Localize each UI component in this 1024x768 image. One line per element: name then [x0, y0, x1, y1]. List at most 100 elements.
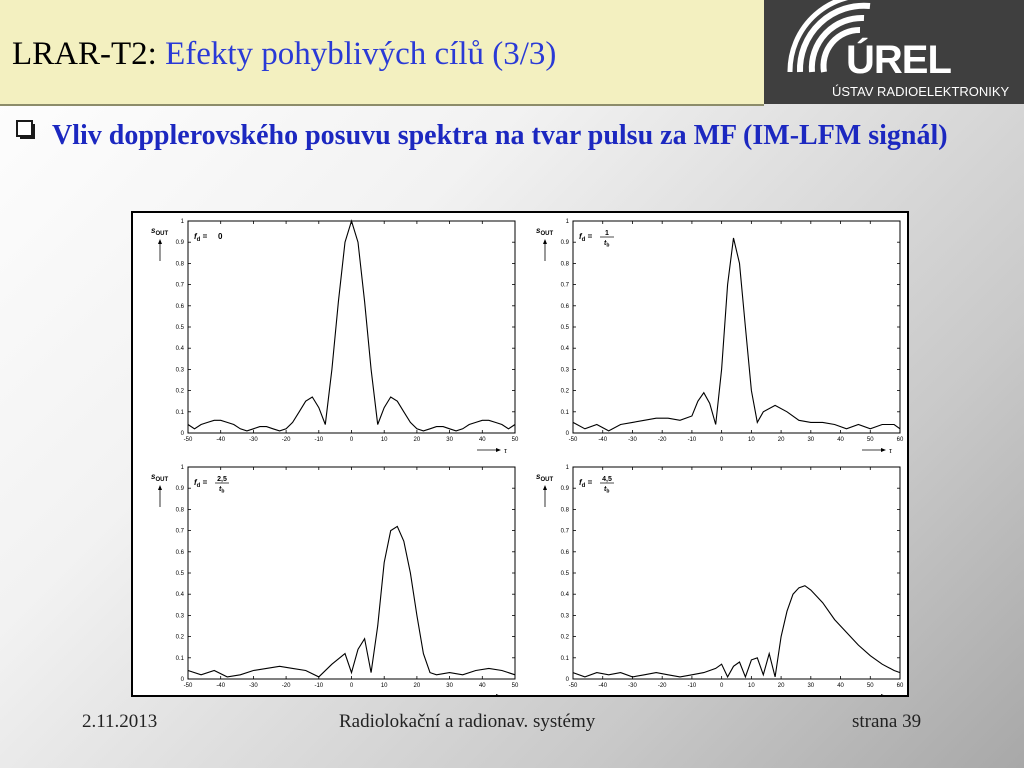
logo-arcs-icon: [787, 0, 871, 73]
x-tick-label: 0: [720, 437, 724, 443]
x-tick-label: 50: [512, 437, 519, 443]
y-axis-arrowhead: [158, 485, 162, 490]
x-tick-label: -40: [216, 683, 225, 689]
y-tick-label: 0.5: [561, 571, 570, 577]
y-axis-label: sOUT: [151, 226, 168, 237]
y-tick-label: 0.1: [176, 410, 185, 416]
x-tick-label: 20: [778, 683, 785, 689]
x-tick-label: 20: [414, 437, 421, 443]
footer-date: 2.11.2013: [82, 711, 158, 732]
x-tick-label: -50: [569, 683, 578, 689]
y-tick-label: 0.6: [561, 550, 570, 556]
x-tick-label: -10: [688, 683, 697, 689]
y-axis-label: sOUT: [536, 226, 553, 237]
y-tick-label: 0.3: [176, 367, 185, 373]
x-tick-label: -40: [598, 683, 607, 689]
x-axis-label: τ: [889, 446, 893, 455]
x-tick-label: -20: [658, 683, 667, 689]
fd-annotation: fd =: [579, 232, 593, 243]
x-tick-label: 50: [867, 683, 874, 689]
chart-2: 0 0.1 0.2 0.3 0.4 0.5 0.6 0.7 0.8 0.9 1 -50 -40 -30 -2…: [536, 219, 904, 455]
footer-course: Radiolokační a radionav. systémy: [339, 711, 596, 732]
urel-logo: ÚREL ÚSTAV RADIOELEKTRONIKY: [764, 0, 1024, 104]
x-tick-label: 0: [720, 683, 724, 689]
y-tick-label: 0.7: [561, 283, 570, 289]
y-axis-arrowhead: [543, 485, 547, 490]
x-axis-arrowhead: [881, 448, 886, 452]
y-tick-label: 0.3: [561, 613, 570, 619]
x-tick-label: 40: [837, 683, 844, 689]
x-tick-label: -30: [249, 683, 258, 689]
chart-3: 0 0.1 0.2 0.3 0.4 0.5 0.6 0.7 0.8 0.9 1 -50 -40 -30 -2…: [151, 465, 519, 695]
y-tick-label: 0.9: [561, 240, 570, 246]
y-tick-label: 0.9: [176, 486, 185, 492]
fd-numerator: 2,5: [217, 476, 227, 483]
fd-annotation: fd =: [579, 478, 593, 489]
x-axis-arrowhead: [496, 694, 499, 695]
x-tick-label: 30: [446, 683, 453, 689]
y-tick-label: 0.7: [176, 529, 185, 535]
x-tick-label: -50: [184, 683, 193, 689]
figure-panel: 0 0.1 0.2 0.3 0.4 0.5 0.6 0.7 0.8 0.9 1 -50 -40 -30 -2…: [131, 211, 909, 697]
y-tick-label: 0.4: [176, 346, 185, 352]
y-axis-label: sOUT: [151, 472, 168, 483]
x-tick-label: -30: [628, 683, 637, 689]
x-axis-arrowhead: [881, 694, 884, 695]
x-axis-arrowhead: [496, 448, 501, 452]
slide-title: LRAR-T2: Efekty pohyblivých cílů (3/3): [12, 36, 556, 73]
plot-frame: [187, 466, 516, 680]
y-tick-label: 0.2: [561, 389, 570, 395]
x-axis-label: τ: [889, 692, 893, 695]
y-tick-label: 0.9: [176, 240, 185, 246]
fd-numerator: 4,5: [602, 476, 612, 483]
y-tick-label: 0: [566, 677, 570, 683]
y-axis-arrowhead: [158, 239, 162, 244]
series-line: [572, 237, 901, 432]
x-tick-label: 10: [381, 437, 388, 443]
x-tick-label: 60: [897, 683, 904, 689]
series-line: [187, 525, 516, 678]
x-tick-label: 30: [807, 683, 814, 689]
y-tick-label: 0.5: [561, 325, 570, 331]
y-tick-label: 0.6: [176, 304, 185, 310]
y-axis-arrowhead: [543, 239, 547, 244]
plot-frame: [187, 220, 516, 434]
x-tick-label: -40: [216, 437, 225, 443]
logo-brand: ÚREL: [846, 38, 952, 82]
x-tick-label: -20: [282, 683, 291, 689]
charts-figure: 0 0.1 0.2 0.3 0.4 0.5 0.6 0.7 0.8 0.9 1 -50 -40 -30 -2…: [151, 219, 904, 695]
y-tick-label: 0.2: [176, 389, 185, 395]
x-tick-label: 20: [778, 437, 785, 443]
fd-annotation: fd =: [194, 478, 208, 489]
x-tick-label: 40: [837, 437, 844, 443]
checkbox-bullet-icon: [16, 120, 35, 139]
x-tick-label: 50: [867, 437, 874, 443]
y-tick-label: 0.1: [176, 656, 185, 662]
y-tick-label: 0.3: [176, 613, 185, 619]
x-tick-label: 0: [350, 683, 354, 689]
y-tick-label: 0.2: [561, 635, 570, 641]
x-tick-label: 10: [748, 437, 755, 443]
y-tick-label: 0.7: [561, 529, 570, 535]
chart-1: 0 0.1 0.2 0.3 0.4 0.5 0.6 0.7 0.8 0.9 1 -50 -40 -30 -2…: [151, 219, 519, 455]
x-tick-label: -50: [184, 437, 193, 443]
logo-department: ÚSTAV RADIOELEKTRONIKY: [832, 84, 1010, 99]
x-tick-label: 10: [381, 683, 388, 689]
fd-denominator: tb: [604, 240, 609, 249]
title-main: Efekty pohyblivých cílů (3/3): [165, 36, 557, 72]
x-tick-label: -20: [658, 437, 667, 443]
x-tick-label: -10: [688, 437, 697, 443]
y-tick-label: 1: [566, 465, 570, 471]
y-tick-label: 0.4: [561, 346, 570, 352]
y-tick-label: 0: [181, 677, 185, 683]
y-tick-label: 0.8: [561, 261, 570, 267]
y-tick-label: 0.9: [561, 486, 570, 492]
fd-numerator: 1: [605, 230, 609, 237]
x-tick-label: 20: [414, 683, 421, 689]
fd-denominator: tb: [604, 486, 609, 495]
title-bar: LRAR-T2: Efekty pohyblivých cílů (3/3): [0, 0, 764, 106]
x-tick-label: 40: [479, 683, 486, 689]
y-tick-label: 0.7: [176, 283, 185, 289]
y-tick-label: 1: [181, 465, 185, 471]
y-tick-label: 0.8: [176, 261, 185, 267]
